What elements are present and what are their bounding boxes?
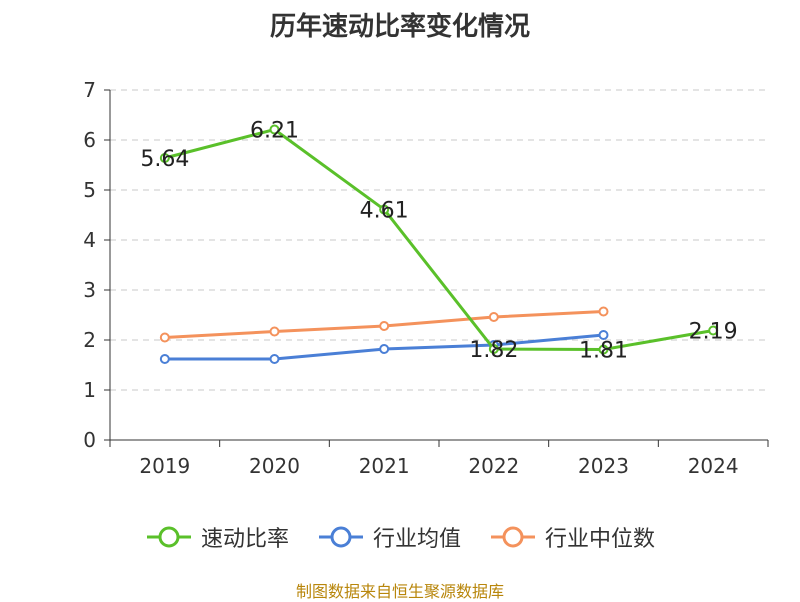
data-point (269, 124, 280, 135)
y-tick-label: 5 (83, 178, 96, 202)
data-point (488, 312, 499, 322)
data-point (269, 326, 280, 337)
data-point (159, 332, 170, 343)
x-tick-label: 2019 (139, 454, 190, 478)
data-point (159, 354, 170, 364)
legend-label-industry-median: 行业中位数 (545, 527, 656, 552)
chart-title: 历年速动比率变化情况 (269, 12, 530, 42)
data-label: 1.81 (579, 339, 628, 364)
x-tick-label: 2023 (578, 454, 629, 478)
x-tick-label: 2020 (249, 454, 300, 478)
y-tick-label: 4 (83, 228, 96, 252)
legend-label-quick-ratio: 速动比率 (200, 527, 289, 552)
legend-label-industry-mean: 行业均值 (372, 527, 461, 552)
y-tick-label: 7 (83, 78, 96, 102)
legend-item-quick-ratio[interactable]: 速动比率 (145, 521, 289, 553)
data-point (598, 306, 609, 317)
data-point (598, 330, 609, 340)
y-tick-label: 6 (83, 128, 96, 152)
data-point (379, 321, 390, 331)
data-label: 6.21 (250, 119, 299, 144)
legend-item-industry-mean[interactable]: 行业均值 (317, 521, 461, 553)
data-point (708, 325, 719, 336)
legend-marker-quick-ratio (146, 526, 191, 548)
y-tick-label: 3 (83, 278, 96, 302)
data-point (598, 344, 609, 355)
data-point (379, 344, 390, 354)
data-point (269, 354, 280, 364)
data-label: 1.82 (469, 338, 518, 363)
data-label: 2.19 (689, 320, 738, 345)
source-credit: 制图数据来自恒生聚源数据库 (295, 582, 504, 601)
legend-marker-industry-mean (318, 526, 363, 548)
y-tick-label: 1 (83, 378, 96, 402)
x-tick-label: 2024 (688, 454, 739, 478)
series-line (164, 127, 714, 352)
x-tick-label: 2021 (359, 454, 410, 478)
x-tick-label: 2022 (468, 454, 519, 478)
data-point (159, 153, 170, 163)
legend: 速动比率 行业均值 行业中位数 (0, 520, 800, 554)
data-label: 5.64 (140, 147, 189, 172)
data-point (488, 344, 499, 354)
data-point (379, 204, 390, 215)
data-label: 4.61 (360, 199, 409, 224)
y-tick-label: 2 (83, 328, 96, 352)
y-tick-label: 0 (83, 428, 96, 452)
legend-marker-industry-median (491, 526, 535, 548)
legend-item-industry-median[interactable]: 行业中位数 (489, 521, 655, 553)
